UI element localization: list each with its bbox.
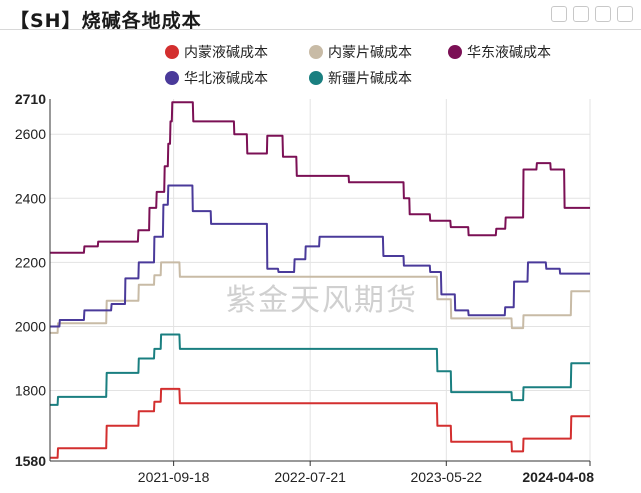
axes: 1580 1800 2000 2200 2400 2600 2710 2021-09-18 20…: [15, 91, 594, 485]
chart-toolbar: [545, 6, 633, 26]
legend-marker: [165, 45, 179, 59]
watermark: 紫金天风期货: [226, 284, 418, 317]
series-line-3: [50, 101, 590, 254]
data-view-icon[interactable]: [573, 6, 589, 22]
legend-marker: [448, 45, 462, 59]
legend-label: 华北液碱成本: [184, 71, 268, 87]
restore-icon[interactable]: [551, 6, 567, 22]
title-divider: [0, 29, 641, 30]
zoom-icon[interactable]: [595, 6, 611, 22]
legend-label: 新疆片碱成本: [328, 71, 412, 87]
series-line-4: [50, 184, 590, 328]
x-tick-label: 2021-09-18: [138, 469, 210, 485]
grid: [50, 99, 591, 461]
x-tick-label: 2022-07-21: [274, 469, 346, 485]
x-tick-label: 2023-05-22: [410, 469, 482, 485]
series-line-1: [50, 387, 590, 459]
y-tick-label: 2200: [15, 254, 46, 270]
chart-title: 【SH】烧碱各地成本: [10, 10, 202, 32]
y-tick-label: 1580: [15, 453, 46, 469]
y-tick-label: 1800: [15, 383, 46, 399]
series-line-5: [50, 333, 590, 406]
legend-label: 内蒙液碱成本: [184, 45, 268, 61]
legend-label: 内蒙片碱成本: [328, 45, 412, 61]
series-lines: [50, 101, 590, 459]
legend-label: 华东液碱成本: [467, 45, 551, 61]
series-line-2: [50, 261, 590, 334]
legend-marker: [309, 71, 323, 85]
y-tick-label: 2600: [15, 126, 46, 142]
y-tick-label: 2400: [15, 190, 46, 206]
x-tick-label: 2024-04-08: [522, 469, 594, 485]
legend-marker: [165, 71, 179, 85]
y-tick-label: 2710: [15, 91, 46, 107]
download-icon[interactable]: [617, 6, 633, 22]
legend-marker: [309, 45, 323, 59]
y-tick-label: 2000: [15, 318, 46, 334]
